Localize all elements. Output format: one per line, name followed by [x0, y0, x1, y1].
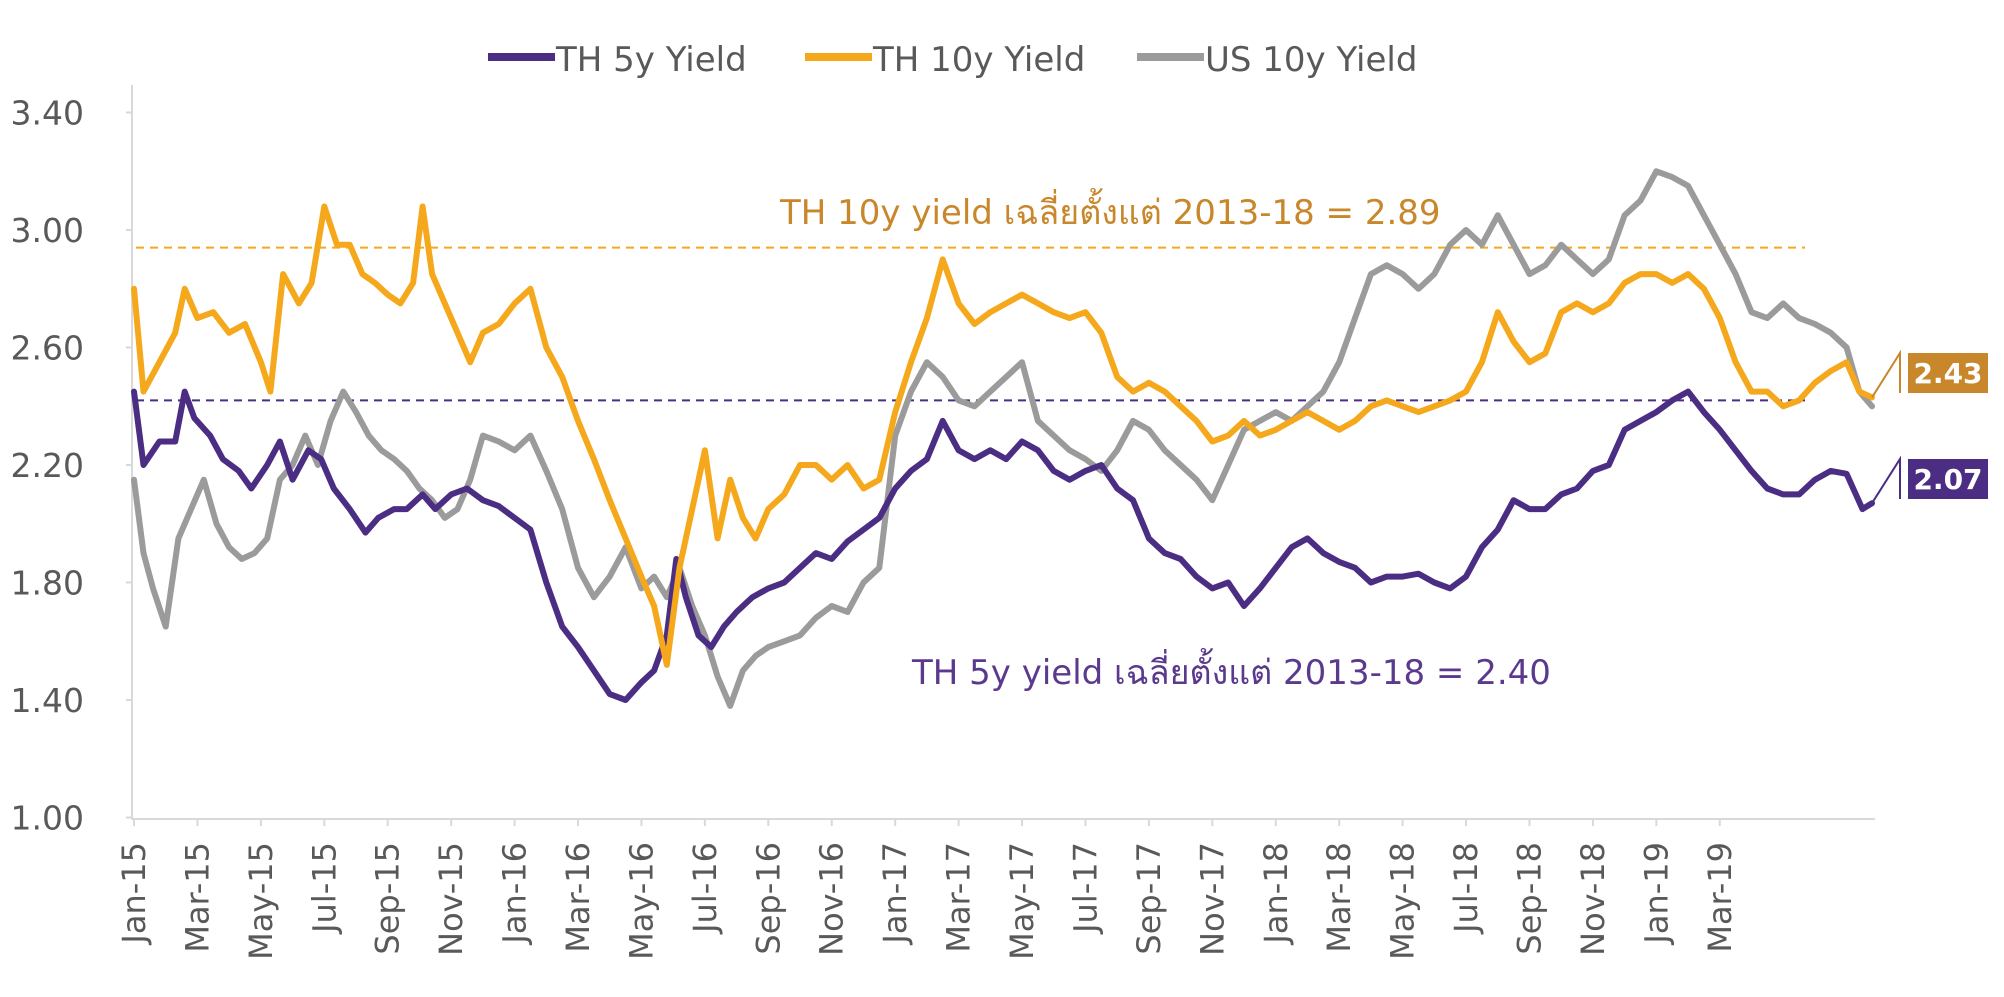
- y-tick-label: 1.00: [11, 799, 84, 838]
- x-tick-label: Jan-17: [876, 842, 914, 946]
- x-tick-label: Jan-16: [496, 842, 534, 946]
- x-tick-labels: Jan-15 Mar-15 May-15 Jul-15 Sep-15 Nov-15 Jan-…: [115, 819, 1739, 960]
- legend: TH 5y Yield TH 10y Yield US 10y Yield: [488, 40, 1417, 80]
- x-tick-label: Sep-16: [749, 842, 787, 955]
- y-tick-label: 1.80: [11, 564, 84, 603]
- y-tick-label: 2.60: [11, 329, 84, 368]
- y-tick-labels: 3.40 3.00 2.60 2.20 1.80 1.40 1.00: [11, 94, 132, 838]
- badge-th10-text: 2.43: [1913, 357, 1982, 390]
- y-tick-label: 2.20: [11, 446, 84, 485]
- x-tick-label: Mar-16: [559, 842, 597, 953]
- x-tick-label: Jan-15: [115, 842, 153, 946]
- x-tick-label: Jul-18: [1447, 842, 1485, 935]
- legend-label-th10: TH 10y Yield: [872, 40, 1085, 80]
- x-tick-label: Mar-15: [178, 842, 216, 953]
- end-label-th5: 2.07: [1871, 455, 1988, 504]
- x-tick-label: Jul-15: [305, 842, 343, 935]
- series-lines: [131, 168, 1875, 709]
- badge-th5: [1908, 459, 1988, 499]
- x-tick-label: May-17: [1003, 842, 1041, 960]
- series-line-us10: [131, 168, 1875, 709]
- annotation-th5-average: TH 5y yield เฉลี่ยตั้งแต่ 2013-18 = 2.40: [911, 648, 1551, 693]
- leader-line-th5: [1871, 455, 1901, 504]
- x-tick-label: Nov-17: [1193, 842, 1231, 956]
- legend-label-us10: US 10y Yield: [1205, 40, 1417, 80]
- series-line-th10: [131, 203, 1875, 668]
- y-tick-label: 1.40: [11, 681, 84, 720]
- x-tick-label: Mar-18: [1320, 842, 1358, 953]
- badge-th5-text: 2.07: [1913, 463, 1982, 496]
- x-tick-label: Nov-16: [813, 842, 851, 956]
- annotation-th10-average: TH 10y yield เฉลี่ยตั้งแต่ 2013-18 = 2.8…: [779, 188, 1441, 233]
- y-tick-label: 3.40: [11, 94, 84, 133]
- leader-line-th10: [1871, 349, 1901, 398]
- badge-th10: [1908, 353, 1988, 393]
- x-tick-label: Nov-18: [1574, 842, 1612, 956]
- reference-lines: [136, 246, 1805, 402]
- x-tick-label: Sep-18: [1510, 842, 1548, 955]
- x-tick-label: May-16: [622, 842, 660, 960]
- x-tick-label: Mar-19: [1701, 842, 1739, 953]
- x-tick-label: Sep-15: [369, 842, 407, 955]
- series-line-th5: [131, 388, 1875, 703]
- y-tick-label: 3.00: [11, 211, 84, 250]
- x-tick-label: Jul-17: [1066, 842, 1104, 935]
- end-label-th10: 2.43: [1871, 349, 1988, 398]
- x-tick-label: Jan-19: [1637, 842, 1675, 946]
- x-tick-label: Nov-15: [432, 842, 470, 956]
- x-tick-label: Mar-17: [940, 842, 978, 953]
- legend-label-th5: TH 5y Yield: [555, 40, 747, 80]
- x-tick-label: Jul-16: [686, 842, 724, 935]
- x-tick-label: Jan-18: [1257, 842, 1295, 946]
- x-tick-label: May-18: [1384, 842, 1422, 960]
- x-tick-label: Sep-17: [1130, 842, 1168, 955]
- x-tick-label: May-15: [242, 842, 280, 960]
